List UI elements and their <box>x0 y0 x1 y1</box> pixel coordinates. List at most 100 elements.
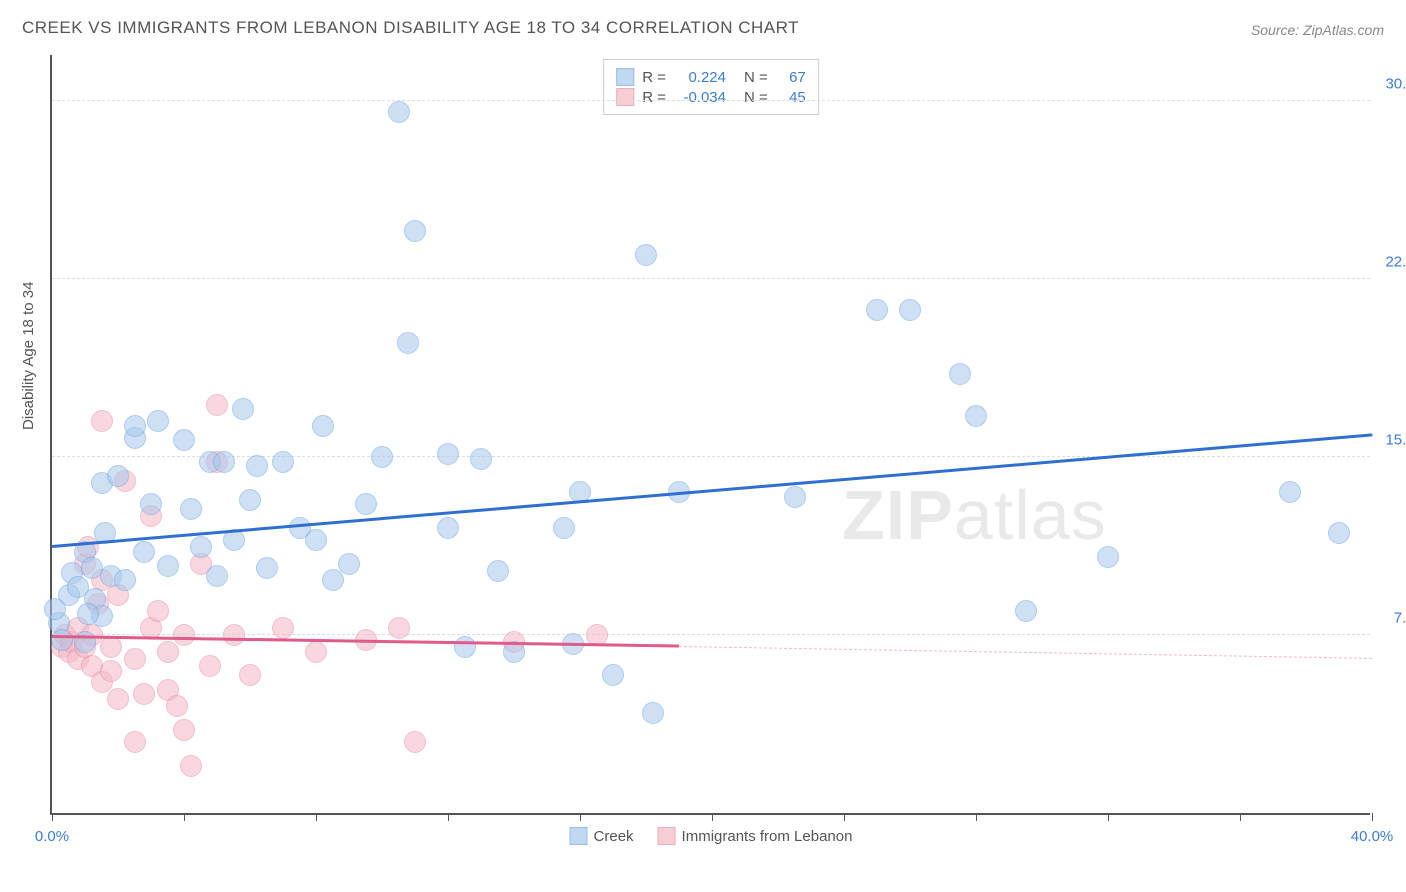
x-tick <box>448 813 449 821</box>
legend-n-label: N = <box>744 69 768 86</box>
x-tick <box>844 813 845 821</box>
scatter-point <box>206 394 228 416</box>
scatter-point <box>173 429 195 451</box>
series-legend-label: Immigrants from Lebanon <box>682 828 853 845</box>
scatter-point <box>173 624 195 646</box>
legend-n-value: 67 <box>776 69 806 86</box>
scatter-point <box>437 517 459 539</box>
scatter-point <box>272 617 294 639</box>
legend-r-value: -0.034 <box>674 89 726 106</box>
scatter-point <box>74 631 96 653</box>
trend-line <box>679 646 1372 659</box>
scatter-point <box>91 410 113 432</box>
scatter-point <box>949 363 971 385</box>
scatter-point <box>107 465 129 487</box>
x-tick <box>52 813 53 821</box>
scatter-point <box>487 560 509 582</box>
scatter-point <box>107 688 129 710</box>
legend-swatch <box>616 88 634 106</box>
legend-swatch <box>616 68 634 86</box>
scatter-point <box>784 486 806 508</box>
scatter-point <box>246 455 268 477</box>
scatter-point <box>965 405 987 427</box>
scatter-point <box>199 655 221 677</box>
grid-line <box>52 634 1370 635</box>
scatter-point <box>305 529 327 551</box>
scatter-point <box>635 244 657 266</box>
scatter-point <box>1015 600 1037 622</box>
scatter-point <box>140 493 162 515</box>
scatter-point <box>470 448 492 470</box>
watermark: ZIPatlas <box>842 475 1107 555</box>
y-tick-label: 7.5% <box>1394 609 1406 626</box>
series-legend: Creek Immigrants from Lebanon <box>570 827 853 845</box>
scatter-point <box>388 617 410 639</box>
legend-row: R = 0.224 N = 67 <box>616 68 806 86</box>
scatter-point <box>223 624 245 646</box>
legend-r-value: 0.224 <box>674 69 726 86</box>
legend-r-label: R = <box>642 89 666 106</box>
scatter-point <box>157 641 179 663</box>
y-tick-label: 30.0% <box>1385 75 1406 92</box>
legend-n-value: 45 <box>776 89 806 106</box>
y-tick-label: 15.0% <box>1385 431 1406 448</box>
legend-r-label: R = <box>642 69 666 86</box>
scatter-point <box>305 641 327 663</box>
x-tick <box>976 813 977 821</box>
source-label: Source: ZipAtlas.com <box>1251 22 1384 38</box>
series-legend-item: Creek <box>570 827 634 845</box>
scatter-point <box>147 600 169 622</box>
x-tick <box>580 813 581 821</box>
scatter-point <box>213 451 235 473</box>
scatter-point <box>100 660 122 682</box>
scatter-point <box>100 636 122 658</box>
scatter-point <box>157 555 179 577</box>
scatter-point <box>404 731 426 753</box>
scatter-point <box>77 603 99 625</box>
watermark-light: atlas <box>954 476 1107 554</box>
scatter-point <box>397 332 419 354</box>
legend-swatch <box>658 827 676 845</box>
scatter-point <box>899 299 921 321</box>
scatter-point <box>44 598 66 620</box>
scatter-point <box>190 536 212 558</box>
scatter-point <box>1097 546 1119 568</box>
y-tick-label: 22.5% <box>1385 253 1406 270</box>
x-tick <box>1108 813 1109 821</box>
scatter-point <box>388 101 410 123</box>
grid-line <box>52 100 1370 101</box>
watermark-bold: ZIP <box>842 476 954 554</box>
x-tick <box>316 813 317 821</box>
chart-title: CREEK VS IMMIGRANTS FROM LEBANON DISABIL… <box>22 18 799 38</box>
scatter-point <box>133 683 155 705</box>
x-tick-label: 0.0% <box>35 828 69 845</box>
legend-swatch <box>570 827 588 845</box>
scatter-point <box>338 553 360 575</box>
grid-line <box>52 278 1370 279</box>
scatter-point <box>322 569 344 591</box>
scatter-point <box>180 498 202 520</box>
scatter-point <box>232 398 254 420</box>
scatter-point <box>312 415 334 437</box>
x-tick <box>712 813 713 821</box>
scatter-point <box>133 541 155 563</box>
scatter-point <box>180 755 202 777</box>
scatter-point <box>437 443 459 465</box>
scatter-point <box>114 569 136 591</box>
correlation-legend: R =0.224N =67R =-0.034N =45 <box>603 59 819 115</box>
scatter-point <box>166 695 188 717</box>
scatter-point <box>553 517 575 539</box>
scatter-point <box>642 702 664 724</box>
scatter-point <box>51 629 73 651</box>
scatter-point <box>1328 522 1350 544</box>
scatter-point <box>81 557 103 579</box>
scatter-point <box>173 719 195 741</box>
plot-area: ZIPatlas R =0.224N =67R =-0.034N =45 Cre… <box>50 55 1370 815</box>
y-axis-title: Disability Age 18 to 34 <box>20 282 37 430</box>
scatter-point <box>256 557 278 579</box>
scatter-point <box>371 446 393 468</box>
scatter-point <box>124 648 146 670</box>
scatter-point <box>355 493 377 515</box>
scatter-point <box>239 489 261 511</box>
series-legend-item: Immigrants from Lebanon <box>658 827 853 845</box>
